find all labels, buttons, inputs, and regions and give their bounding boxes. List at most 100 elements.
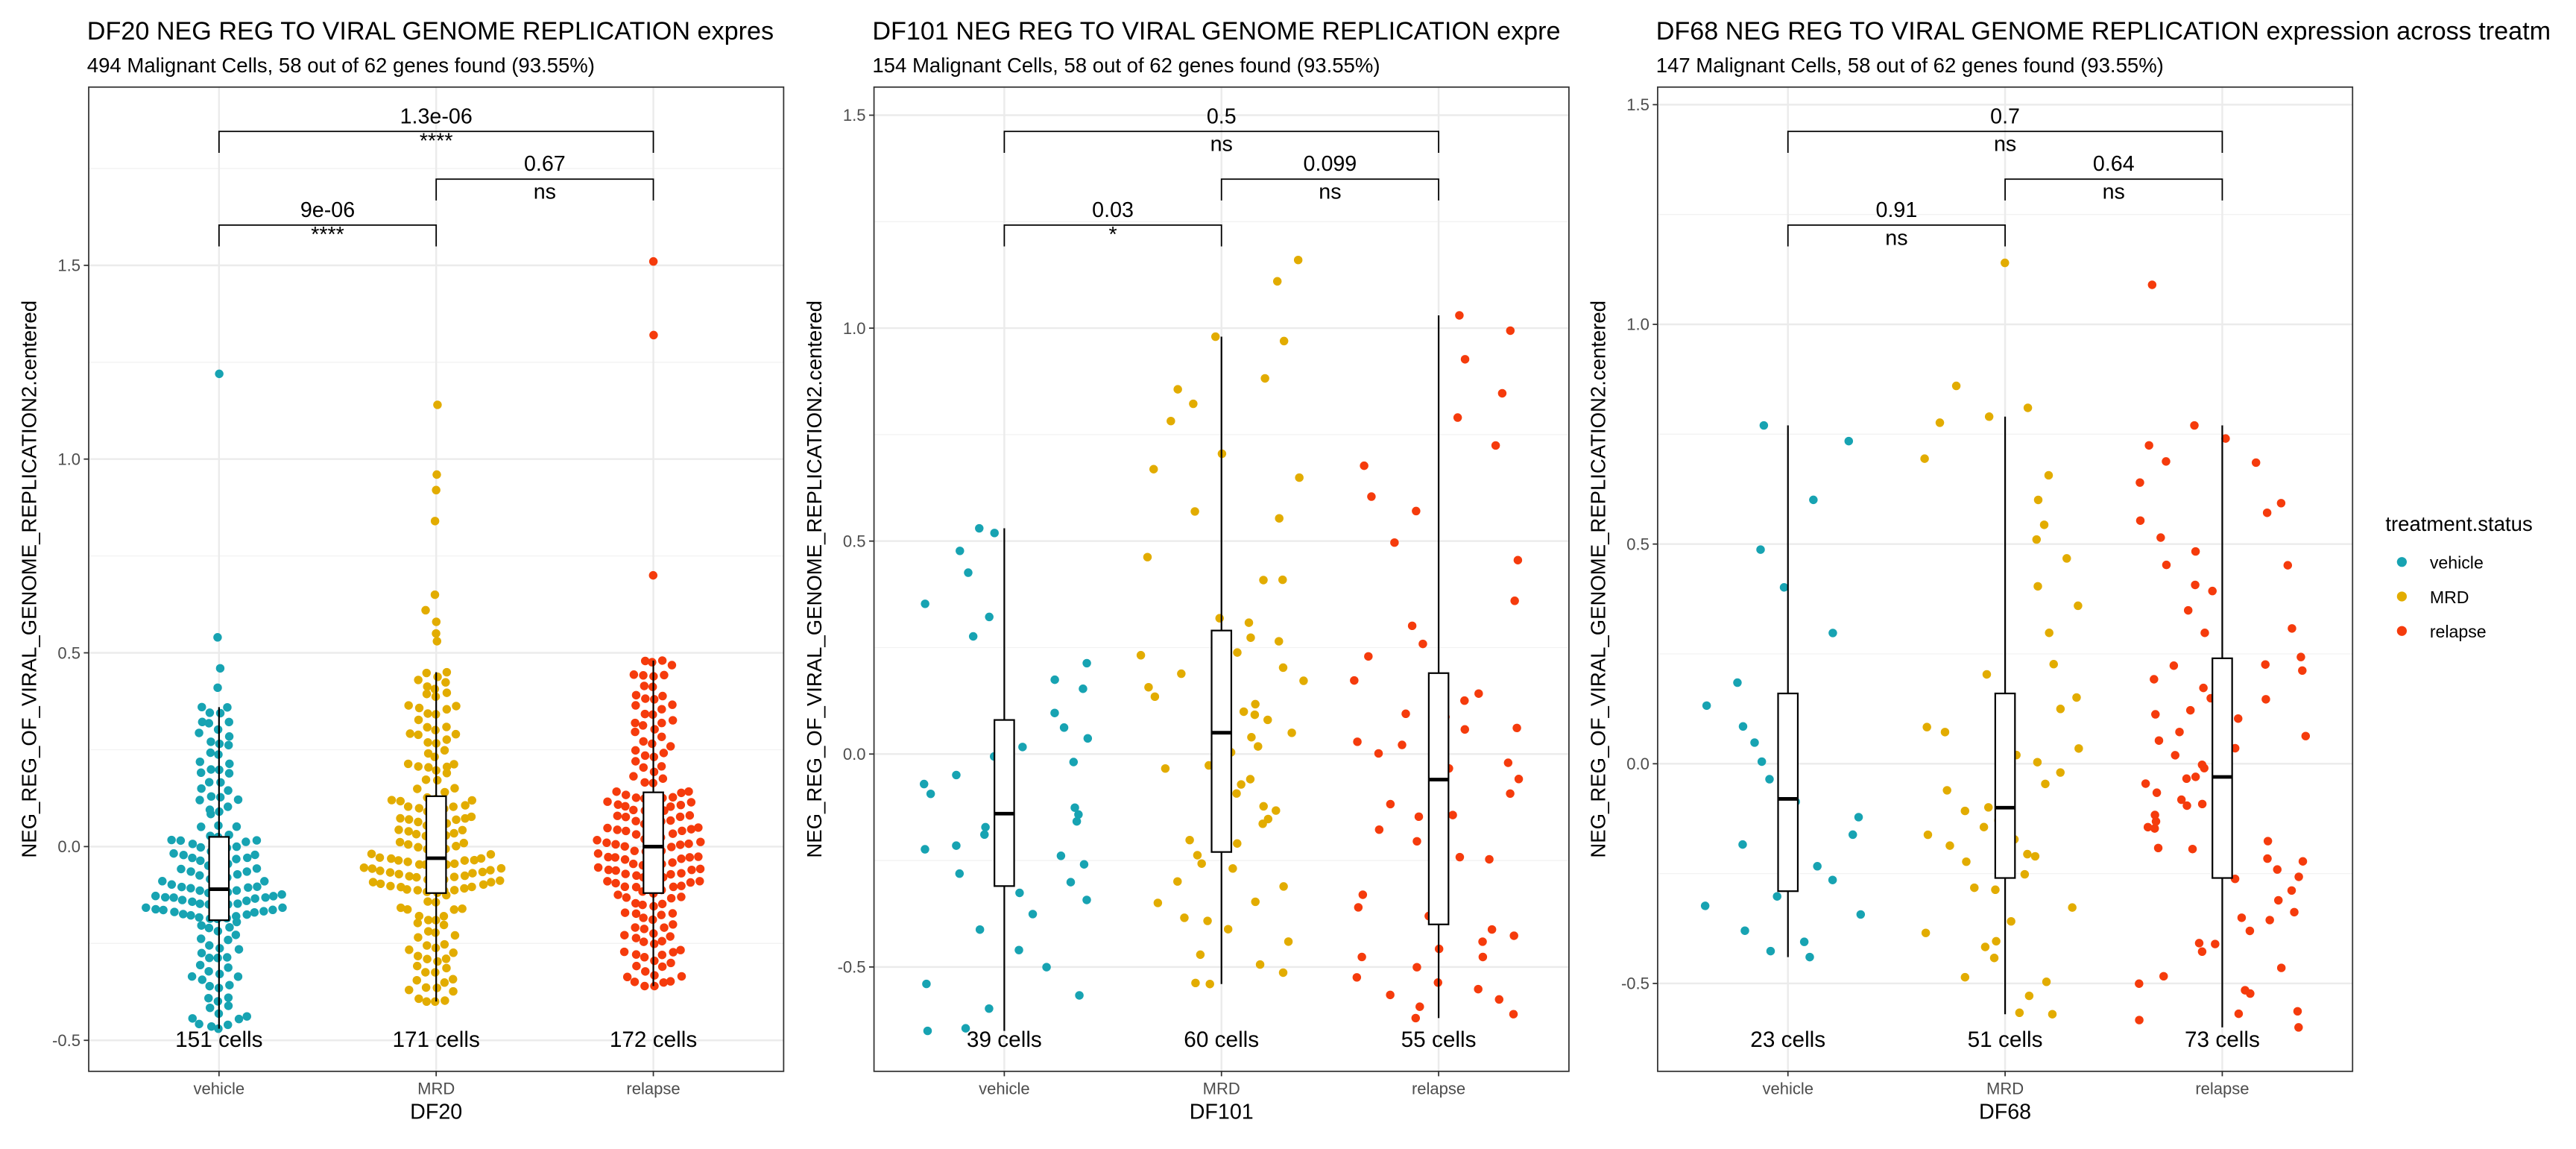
x-tick-label: relapse: [626, 1080, 680, 1098]
data-point: [1474, 689, 1483, 698]
data-point: [224, 769, 234, 778]
y-tick-label: 0.5: [1626, 535, 1650, 553]
data-point: [186, 910, 195, 920]
data-point: [233, 795, 243, 805]
data-point: [666, 816, 675, 825]
data-point: [414, 911, 424, 921]
data-point: [1352, 973, 1362, 982]
data-point: [1491, 441, 1500, 450]
data-point: [1082, 895, 1091, 904]
data-point: [1190, 507, 1199, 516]
data-point: [650, 981, 659, 991]
plot-area: [874, 86, 1569, 1071]
data-point: [423, 682, 432, 691]
data-point: [668, 716, 678, 725]
data-point: [1167, 416, 1175, 426]
data-point: [619, 947, 629, 957]
data-point: [2169, 661, 2179, 670]
data-point: [224, 935, 233, 945]
data-point: [413, 919, 423, 928]
box-iqr: [1210, 629, 1233, 853]
data-point: [224, 740, 233, 750]
boxplot-vehicle: [208, 707, 230, 1029]
data-point: [640, 778, 649, 787]
box-iqr: [1427, 672, 1450, 925]
data-point: [1512, 723, 1521, 733]
data-point: [1263, 814, 1273, 824]
data-point: [442, 769, 452, 778]
data-point: [2200, 629, 2209, 638]
panel-title: DF101 NEG REG TO VIRAL GENOME REPLICATIO…: [872, 17, 1560, 45]
data-point: [2194, 939, 2204, 948]
data-point: [2245, 926, 2255, 936]
data-point: [2068, 903, 2077, 912]
p-value-label: 0.03: [1092, 198, 1134, 222]
data-point: [1398, 740, 1407, 749]
data-point: [657, 936, 666, 945]
data-point: [151, 891, 160, 901]
p-value-label: 9e-06: [300, 198, 355, 222]
data-point: [2294, 872, 2303, 881]
data-point: [650, 695, 659, 704]
data-point: [449, 802, 458, 811]
data-point: [1197, 859, 1206, 868]
data-point: [430, 517, 440, 526]
data-point: [985, 612, 994, 622]
data-point: [1849, 830, 1857, 840]
data-point: [2273, 865, 2282, 874]
significance-label: ns: [1319, 180, 1341, 204]
data-point: [2283, 561, 2293, 570]
data-point: [613, 800, 622, 809]
data-point: [1228, 864, 1237, 873]
data-point: [1232, 789, 1241, 798]
panel-df68: DF68 NEG REG TO VIRAL GENOME REPLICATION…: [1586, 17, 2551, 1124]
data-point: [405, 729, 414, 738]
data-point: [261, 893, 270, 902]
data-point: [1287, 728, 1296, 737]
data-point: [187, 972, 197, 981]
data-point: [921, 599, 929, 608]
data-point: [403, 840, 413, 849]
data-point: [470, 855, 479, 865]
data-point: [1278, 575, 1287, 585]
data-point: [2048, 1010, 2057, 1019]
data-point: [224, 717, 233, 727]
data-point: [1189, 399, 1198, 409]
data-point: [669, 882, 678, 892]
data-point: [458, 825, 467, 835]
legend-title: treatment.status: [2385, 512, 2532, 535]
data-point: [1772, 892, 1781, 901]
data-point: [1945, 841, 1954, 850]
data-point: [631, 883, 641, 892]
data-point: [1989, 954, 1999, 963]
data-point: [2162, 457, 2171, 466]
data-point: [2072, 693, 2081, 702]
data-point: [622, 826, 631, 836]
data-point: [252, 836, 262, 845]
data-point: [2056, 768, 2065, 777]
data-point: [1353, 737, 1362, 746]
bracket-line: [218, 224, 438, 247]
data-point: [269, 892, 278, 901]
data-point: [178, 910, 188, 919]
cell-count-label: 51 cells: [1968, 1027, 2043, 1052]
legend-item-mrd: MRD: [2396, 588, 2469, 607]
data-point: [367, 849, 376, 858]
x-tick-label: vehicle: [979, 1080, 1030, 1098]
data-point: [1028, 910, 1038, 919]
data-point: [196, 843, 206, 852]
data-point: [195, 913, 203, 922]
data-point: [442, 762, 452, 772]
data-point: [1136, 651, 1146, 660]
box-iqr: [643, 791, 664, 894]
data-point: [195, 871, 204, 880]
data-point: [1082, 658, 1091, 668]
data-point: [639, 763, 648, 772]
data-point: [639, 737, 648, 746]
data-point: [676, 800, 686, 810]
x-axis-title: DF101: [1190, 1101, 1254, 1124]
data-point: [1455, 852, 1465, 862]
data-point: [1374, 825, 1384, 834]
data-point: [926, 789, 935, 799]
data-point: [639, 671, 648, 680]
